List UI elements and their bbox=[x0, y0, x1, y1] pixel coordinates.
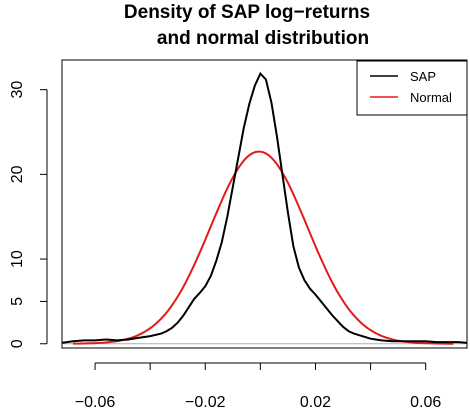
plot-area-box bbox=[61, 59, 468, 349]
y-axis: 0 5 10 20 30 bbox=[9, 81, 48, 348]
x-tick-label: −0.02 bbox=[185, 394, 226, 411]
x-axis: −0.06 −0.02 0.02 0.06 bbox=[75, 362, 441, 411]
y-tick-label: 10 bbox=[9, 250, 26, 268]
y-tick-label: 0 bbox=[9, 339, 26, 348]
chart-title-line-1: Density of SAP log−returns bbox=[124, 2, 370, 23]
x-tick-label: 0.06 bbox=[410, 394, 441, 411]
x-tick-label: −0.06 bbox=[75, 394, 116, 411]
legend-label-normal: Normal bbox=[410, 90, 452, 105]
x-tick-label: 0.02 bbox=[300, 394, 331, 411]
legend: SAP Normal bbox=[356, 60, 468, 116]
series-line-sap bbox=[61, 71, 468, 344]
chart-title-line-2: and normal distribution bbox=[157, 28, 369, 49]
y-tick-label: 30 bbox=[9, 81, 26, 99]
legend-label-sap: SAP bbox=[410, 69, 436, 84]
y-tick-label: 5 bbox=[9, 297, 26, 306]
y-tick-label: 20 bbox=[9, 165, 26, 183]
series-line-normal bbox=[73, 150, 454, 345]
legend-box bbox=[356, 60, 468, 116]
